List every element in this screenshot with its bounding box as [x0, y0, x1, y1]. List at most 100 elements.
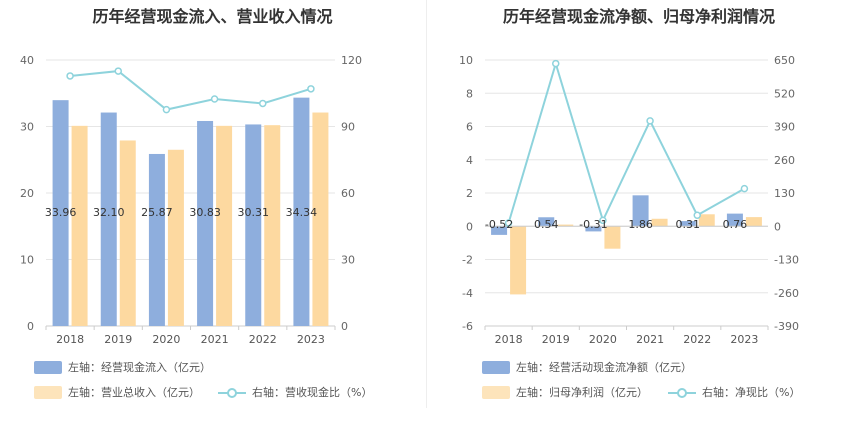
- x-axis-tick: 2019: [104, 333, 132, 346]
- bar: [557, 224, 574, 227]
- series-line: [69, 70, 312, 111]
- left-axis-tick: 0: [466, 220, 473, 233]
- legend-swatch-orange: [482, 385, 510, 399]
- legend-label: 左轴：归母净利润（亿元）: [516, 386, 648, 399]
- bar: [491, 226, 508, 235]
- legend-label: 左轴：经营现金流入（亿元）: [68, 361, 211, 374]
- left-axis-tick: 20: [20, 187, 34, 200]
- legend-item-net-profit[interactable]: 左轴：归母净利润（亿元）: [482, 384, 648, 400]
- data-label: 0.31: [676, 218, 701, 231]
- bar: [312, 112, 329, 326]
- right-chart-svg: -6 -4 -2 0 2 4 6 8 10 -390 -260 -130 0 130 260 390 520 65…: [459, 54, 799, 346]
- line-point: [66, 72, 74, 80]
- legend-line-symbol: [668, 386, 696, 399]
- series-line: [507, 60, 745, 224]
- x-axis-tick: 2018: [495, 333, 523, 346]
- left-axis-tick: 30: [20, 121, 34, 134]
- right-axis-tick: -130: [774, 254, 799, 267]
- data-label: 1.86: [628, 218, 653, 231]
- legend-item-net-cash[interactable]: 左轴：经营活动现金流净额（亿元）: [482, 359, 692, 375]
- legend-line-symbol: [218, 386, 246, 399]
- right-chart-panel: 历年经营现金流净额、归母净利润情况 -6 -4 -2 0 2 4 6 8 10 -390 -260-…: [428, 0, 850, 437]
- left-axis-tick: 10: [20, 254, 34, 267]
- right-axis-tick: 130: [774, 187, 795, 200]
- line-point: [210, 95, 219, 103]
- line-point: [162, 105, 171, 114]
- data-label: -0.52: [485, 218, 513, 231]
- bar: [197, 120, 214, 326]
- legend-item-net-cash-ratio[interactable]: 右轴：净现比（%）: [668, 384, 800, 400]
- bar: [264, 125, 281, 326]
- bar: [538, 217, 555, 227]
- data-label: 0.54: [534, 218, 559, 231]
- right-axis-tick: 90: [341, 121, 355, 134]
- x-axis-tick: 2021: [636, 333, 664, 346]
- bar: [71, 125, 88, 327]
- legend-label: 右轴：净现比（%）: [702, 386, 801, 399]
- bar: [119, 140, 136, 326]
- right-axis-tick: 120: [341, 54, 362, 67]
- legend-swatch-blue: [482, 360, 510, 374]
- bar: [585, 226, 602, 232]
- right-axis-tick: 0: [774, 220, 781, 233]
- right-axis-tick: 650: [774, 54, 795, 67]
- chart-title: 历年经营现金流入、营业收入情况: [92, 7, 333, 26]
- bar: [745, 217, 762, 227]
- right-axis-tick: 30: [341, 254, 355, 267]
- left-axis-tick: 10: [459, 54, 473, 67]
- bar: [632, 195, 649, 227]
- right-axis-tick: 260: [774, 154, 795, 167]
- data-label: -0.31: [579, 218, 607, 231]
- left-chart-svg: 0 10 20 30 40 0 30 60 90 120 2018 2019 2020 2021 2022 2…: [20, 54, 362, 346]
- bar: [148, 153, 165, 326]
- data-label: 33.96: [45, 206, 77, 219]
- x-axis-tick: 2023: [730, 333, 758, 346]
- left-axis-tick: -2: [462, 254, 473, 267]
- line-point: [646, 117, 654, 125]
- left-axis-tick: -6: [462, 320, 473, 333]
- data-label: 30.83: [189, 206, 221, 219]
- data-label: 25.87: [141, 206, 173, 219]
- left-chart-panel: 历年经营现金流入、营业收入情况 0 10 20 30 40 0 30 60 90 120 2018 2…: [20, 7, 372, 400]
- legend-label: 右轴：营收现金比（%）: [252, 386, 373, 399]
- data-label: 0.76: [723, 218, 748, 231]
- bar: [726, 213, 743, 227]
- line-point: [693, 211, 701, 220]
- line-point: [599, 216, 607, 225]
- right-axis-tick: 0: [341, 320, 348, 333]
- left-axis-tick: 4: [466, 154, 473, 167]
- legend-item-ratio[interactable]: 右轴：营收现金比（%）: [218, 384, 372, 400]
- x-axis-tick: 2021: [201, 333, 229, 346]
- right-axis-tick: 520: [774, 87, 795, 100]
- line-point: [114, 67, 122, 75]
- bar: [52, 100, 69, 326]
- left-axis-tick: 40: [20, 54, 34, 67]
- bar: [698, 214, 715, 227]
- data-label: 34.34: [286, 206, 318, 219]
- bar: [510, 226, 527, 295]
- left-axis-tick: 0: [27, 320, 34, 333]
- legend-item-cash-inflow[interactable]: 左轴：经营现金流入（亿元）: [34, 359, 211, 375]
- chart-title: 历年经营现金流净额、归母净利润情况: [502, 7, 775, 26]
- legend-item-revenue[interactable]: 左轴：营业总收入（亿元）: [34, 384, 200, 400]
- legend-swatch-blue: [34, 360, 62, 374]
- bar: [167, 149, 184, 326]
- left-axis-tick: -4: [462, 287, 473, 300]
- line-point: [740, 184, 749, 193]
- x-axis-tick: 2023: [297, 333, 325, 346]
- bar: [100, 112, 117, 326]
- bar: [679, 221, 696, 227]
- left-axis-tick: 8: [466, 87, 473, 100]
- left-axis-tick: 2: [466, 187, 473, 200]
- bar: [245, 124, 262, 326]
- x-axis-tick: 2020: [152, 333, 180, 346]
- bar: [293, 97, 310, 326]
- line-point: [504, 219, 513, 227]
- data-label: 32.10: [93, 206, 125, 219]
- x-axis-tick: 2019: [542, 333, 570, 346]
- bar: [651, 218, 668, 227]
- right-axis-tick: 60: [341, 187, 355, 200]
- line-point: [307, 85, 315, 93]
- right-axis-tick: -390: [774, 320, 799, 333]
- panel-divider: [426, 0, 427, 408]
